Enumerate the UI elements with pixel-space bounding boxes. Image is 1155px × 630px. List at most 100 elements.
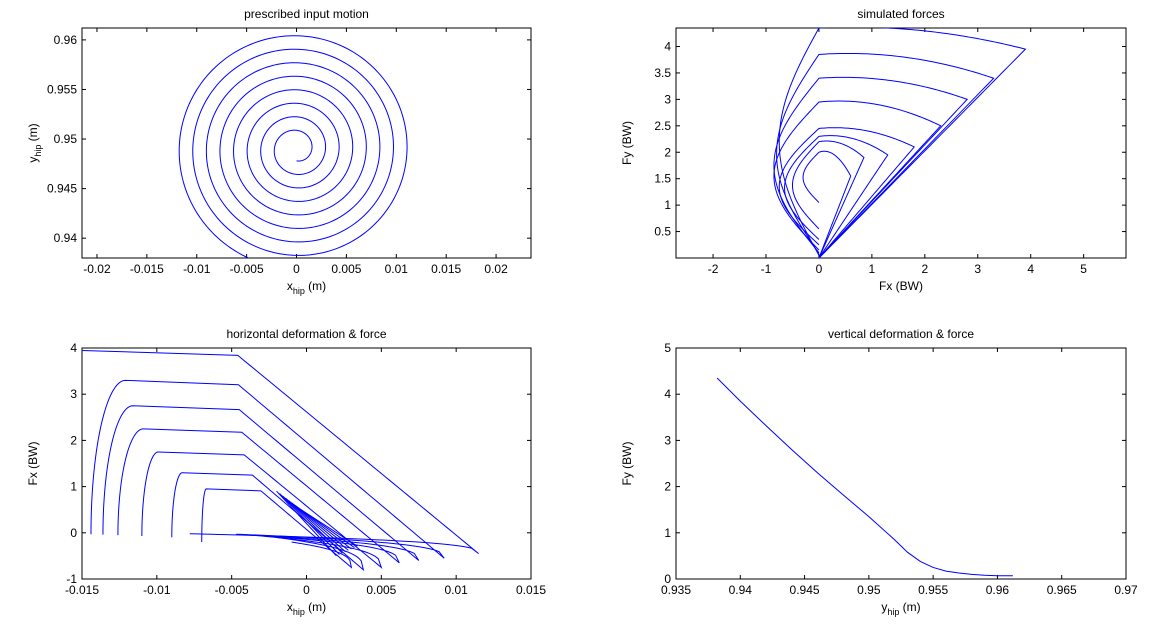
x-tick-label: 0.97	[1114, 583, 1138, 597]
series-line-inner	[297, 506, 358, 547]
series-line-2	[141, 451, 383, 569]
x-tick-label: 0.96	[986, 583, 1010, 597]
x-tick-label: -0.015	[130, 262, 164, 276]
y-axis-label: Fy (BW)	[620, 442, 634, 486]
series-group	[178, 35, 408, 258]
x-tick-label: 0.945	[790, 583, 820, 597]
series-line-3	[117, 428, 400, 564]
series-line-7	[778, 28, 1027, 258]
plot-area	[675, 347, 1127, 580]
x-tick-label: -0.01	[183, 262, 211, 276]
y-tick-label: 0.96	[54, 33, 78, 47]
series-line-2	[784, 135, 889, 258]
series-line-5	[90, 379, 445, 559]
y-tick-label: 0.94	[54, 231, 78, 245]
y-tick-label: 3	[664, 92, 671, 106]
series-group	[716, 377, 1013, 577]
series-line-0	[802, 150, 852, 258]
x-tick-label: 0.935	[661, 583, 691, 597]
x-tick-label: 5	[1080, 262, 1087, 276]
chart-p2: -2 -1 0 1 2 3 4 5 0.5 1 1.5 2 2.5 3 3.5 4 simulated forc…	[620, 7, 1127, 293]
y-tick-label: 3.5	[654, 66, 671, 80]
y-axis-label: Fy (BW)	[620, 121, 634, 165]
x-tick-label: -0.02	[83, 262, 111, 276]
series-group	[82, 349, 479, 572]
x-tick-label: 0	[293, 262, 300, 276]
chart-title: simulated forces	[857, 7, 944, 21]
y-tick-label: 1	[664, 526, 671, 540]
chart-title: vertical deformation & force	[828, 327, 974, 341]
y-axis-label: yhip (m)	[26, 123, 43, 162]
x-tick-label: -0.01	[143, 583, 171, 597]
y-tick-label: 3	[70, 387, 77, 401]
y-tick-label: 2	[70, 433, 77, 447]
x-tick-label: 3	[974, 262, 981, 276]
x-axis-label: xhip (m)	[287, 279, 326, 296]
y-tick-label: 0.955	[47, 82, 77, 96]
series-group	[773, 28, 1027, 258]
y-tick-label: 0.95	[54, 132, 78, 146]
series-line-0	[178, 35, 408, 258]
x-tick-label: 0.015	[431, 262, 461, 276]
y-tick-label: 2	[664, 145, 671, 159]
x-axis-label: yhip (m)	[881, 600, 920, 617]
y-tick-label: 4	[664, 40, 671, 54]
plot-area	[675, 27, 1127, 259]
x-tick-label: -0.015	[65, 583, 99, 597]
x-tick-label: -1	[761, 262, 772, 276]
x-tick-label: -0.005	[230, 262, 264, 276]
series-line-3	[778, 127, 916, 258]
chart-title: horizontal deformation & force	[226, 327, 386, 341]
series-line-5	[773, 76, 969, 258]
series-line-6	[776, 52, 995, 258]
x-tick-label: 0.955	[918, 583, 948, 597]
y-tick-label: 4	[664, 387, 671, 401]
x-tick-label: 0.94	[729, 583, 753, 597]
x-tick-label: 0.965	[1047, 583, 1077, 597]
y-tick-label: 0.945	[47, 182, 77, 196]
series-line-4	[102, 405, 420, 561]
y-tick-label: 0	[70, 526, 77, 540]
series-line-inner	[279, 493, 340, 555]
x-tick-label: -2	[708, 262, 719, 276]
y-tick-label: 3	[664, 433, 671, 447]
x-tick-label: 0.015	[516, 583, 546, 597]
y-tick-label: 0.5	[654, 225, 671, 239]
x-tick-label: 0.005	[366, 583, 396, 597]
chart-p3: -0.015 -0.01 -0.005 0 0.005 0.01 0.015 -1 0 1 2 3 4 h…	[26, 327, 546, 617]
x-tick-label: -0.005	[215, 583, 249, 597]
x-tick-label: 0.01	[444, 583, 468, 597]
x-tick-label: 0.02	[484, 262, 508, 276]
series-line-inner	[282, 495, 343, 554]
series-line-0	[201, 488, 353, 569]
chart-p1: -0.02 -0.015 -0.01 -0.005 0 0.005 0.01 0.015 0.0…	[26, 7, 532, 296]
x-tick-label: 0	[303, 583, 310, 597]
y-tick-label: -1	[66, 572, 77, 586]
x-tick-label: 0.01	[385, 262, 409, 276]
x-tick-label: 4	[1027, 262, 1034, 276]
y-tick-label: 1	[70, 480, 77, 494]
y-tick-label: 5	[664, 341, 671, 355]
x-axis-label: Fx (BW)	[879, 279, 923, 293]
y-tick-label: 2.5	[654, 119, 671, 133]
y-tick-label: 1	[664, 198, 671, 212]
y-tick-label: 0	[664, 572, 671, 586]
y-tick-label: 1.5	[654, 172, 671, 186]
series-line-4	[773, 100, 942, 258]
y-tick-label: 4	[70, 341, 77, 355]
series-line-1	[791, 140, 865, 258]
chart-p4: 0.935 0.94 0.945 0.95 0.955 0.96 0.965 0.97 0 1 2 3…	[620, 327, 1138, 617]
x-tick-label: 0.005	[331, 262, 361, 276]
series-line-inner	[276, 490, 337, 557]
x-tick-label: 2	[921, 262, 928, 276]
x-tick-label: 0.95	[857, 583, 881, 597]
series-line-0	[716, 377, 1013, 577]
x-tick-label: 1	[869, 262, 876, 276]
y-axis-label: Fx (BW)	[26, 442, 40, 486]
y-tick-label: 2	[664, 480, 671, 494]
series-line-inner	[285, 497, 346, 553]
x-axis-label: xhip (m)	[287, 600, 326, 617]
x-tick-label: 0	[816, 262, 823, 276]
plot-area	[81, 27, 532, 259]
